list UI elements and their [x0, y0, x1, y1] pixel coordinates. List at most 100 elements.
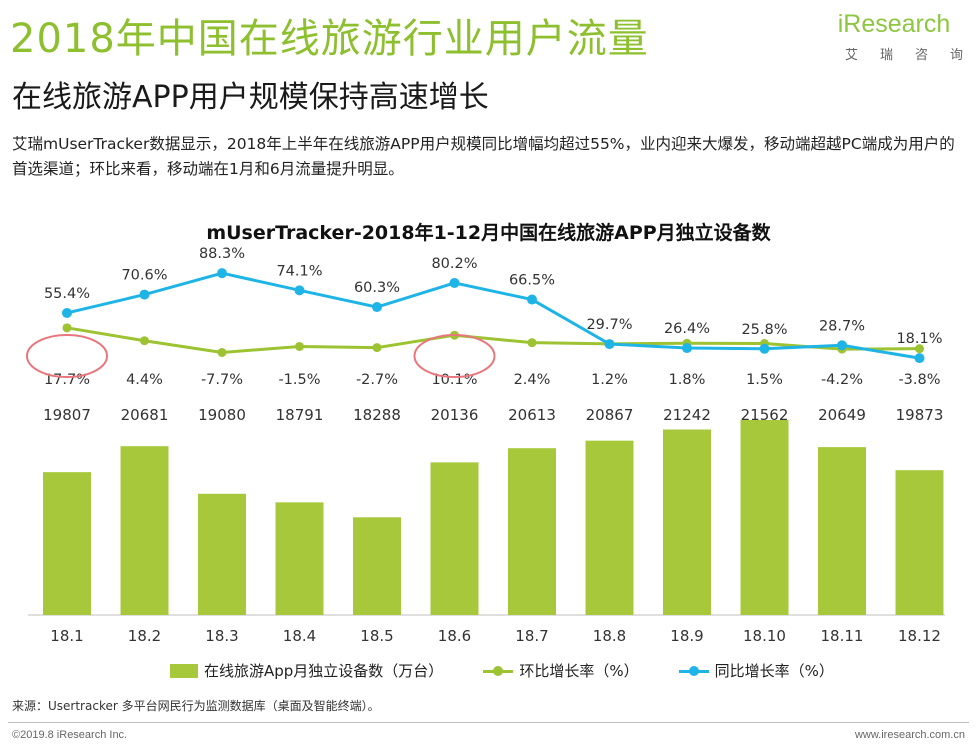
x-tick-18.12: 18.12: [898, 627, 941, 645]
yoy-point-18.12: [914, 353, 925, 364]
yoy-label-18.1: 55.4%: [44, 286, 90, 302]
chart-title: mUserTracker-2018年1-12月中国在线旅游APP月独立设备数: [206, 222, 771, 244]
mom-label-18.2: 4.4%: [126, 372, 163, 388]
yoy-label-18.9: 26.4%: [664, 321, 710, 337]
yoy-point-18.11: [837, 340, 847, 351]
logo-brand: iResearch: [837, 10, 951, 38]
bar-label-18.1: 19807: [43, 406, 91, 424]
mom-point-18.5: [372, 343, 382, 353]
bar-18.1: [43, 472, 91, 615]
yoy-point-18.2: [139, 289, 150, 300]
yoy-point-18.6: [449, 277, 460, 288]
yoy-label-18.2: 70.6%: [121, 268, 167, 284]
legend-item-devices: 在线旅游App月独立设备数（万台）: [170, 660, 443, 681]
iresearch-logo: iResearch 艾瑞咨询: [823, 10, 965, 63]
legend-label-devices: 在线旅游App月独立设备数（万台）: [204, 662, 444, 680]
yoy-point-18.10: [759, 343, 770, 354]
mom-label-18.4: -1.5%: [278, 372, 320, 388]
yoy-point-18.3: [217, 268, 227, 279]
yoy-point-18.9: [682, 343, 692, 354]
copyright-text: ©2019.8 iResearch Inc.: [12, 729, 128, 741]
chart-legend: 在线旅游App月独立设备数（万台） 环比增长率（%） 同比增长率（%）: [170, 660, 874, 681]
bar-label-18.4: 18791: [276, 406, 324, 424]
legend-swatch-yoy-line: [678, 664, 709, 678]
legend-label-mom: 环比增长率（%）: [519, 662, 639, 680]
legend-swatch-bar: [170, 663, 198, 678]
mom-label-18.3: -7.7%: [201, 372, 243, 388]
x-tick-18.9: 18.9: [670, 627, 703, 645]
mom-label-18.8: 1.2%: [591, 372, 628, 388]
bar-18.10: [740, 420, 789, 615]
yoy-point-18.8: [604, 339, 615, 350]
bar-label-18.10: 21562: [741, 406, 789, 424]
mom-point-18.7: [527, 338, 537, 348]
x-tick-18.1: 18.1: [50, 627, 83, 645]
page-subtitle: 在线旅游APP用户规模保持高速增长: [12, 80, 489, 115]
bar-18.7: [508, 448, 556, 615]
bar-label-18.11: 20649: [818, 406, 866, 424]
mom-point-18.2: [140, 336, 149, 346]
highlight-circle-18.6: [413, 334, 496, 378]
bar-18.12: [895, 470, 944, 615]
x-tick-18.11: 18.11: [821, 627, 864, 645]
yoy-label-18.3: 88.3%: [199, 246, 245, 262]
mom-label-18.7: 2.4%: [514, 372, 551, 388]
page-title: 2018年中国在线旅游行业用户流量: [10, 16, 649, 62]
yoy-point-18.4: [294, 285, 305, 296]
x-tick-18.10: 18.10: [743, 627, 786, 645]
bar-18.6: [430, 462, 479, 615]
footer-divider: [8, 722, 969, 723]
yoy-point-18.7: [527, 294, 537, 305]
bar-18.2: [120, 446, 169, 615]
x-tick-18.3: 18.3: [205, 627, 238, 645]
highlight-circle-18.1: [26, 334, 108, 378]
x-tick-18.6: 18.6: [438, 627, 471, 645]
legend-item-yoy: 同比增长率（%）: [678, 660, 834, 681]
bar-18.8: [585, 440, 634, 615]
bar-label-18.5: 18288: [353, 406, 401, 424]
bar-label-18.3: 19080: [198, 406, 246, 424]
source-note: 来源：Usertracker 多平台网民行为监测数据库（桌面及智能终端）。: [12, 699, 380, 713]
legend-label-yoy: 同比增长率（%）: [714, 662, 834, 680]
yoy-label-18.4: 74.1%: [276, 263, 322, 279]
bar-label-18.2: 20681: [121, 406, 169, 424]
bar-18.11: [818, 447, 866, 615]
mom-label-18.12: -3.8%: [898, 372, 940, 388]
bar-18.4: [275, 502, 324, 615]
mom-label-18.5: -2.7%: [356, 372, 398, 388]
yoy-label-18.7: 66.5%: [509, 273, 555, 289]
legend-swatch-mom-line: [483, 664, 514, 678]
x-tick-18.2: 18.2: [128, 627, 161, 645]
bar-18.9: [663, 429, 711, 615]
logo-subtitle: 艾瑞咨询: [845, 48, 977, 63]
yoy-label-18.11: 28.7%: [819, 318, 865, 334]
bar-label-18.9: 21242: [663, 406, 711, 424]
mom-point-18.3: [217, 347, 227, 357]
yoy-label-18.8: 29.7%: [586, 317, 632, 333]
bar-label-18.6: 20136: [431, 406, 479, 424]
x-tick-18.8: 18.8: [593, 627, 626, 645]
x-tick-18.7: 18.7: [515, 627, 548, 645]
yoy-label-18.5: 60.3%: [354, 280, 400, 296]
description-text: 艾瑞mUserTracker数据显示，2018年上半年在线旅游APP用户规模同比…: [12, 135, 955, 178]
yoy-point-18.5: [372, 302, 382, 313]
mom-point-18.12: [915, 344, 924, 354]
mom-line: [66, 326, 920, 354]
legend-item-mom: 环比增长率（%）: [483, 660, 639, 681]
yoy-point-18.1: [62, 307, 72, 318]
mom-point-18.1: [62, 323, 72, 333]
mom-label-18.10: 1.5%: [746, 372, 783, 388]
x-tick-18.4: 18.4: [283, 627, 316, 645]
mom-point-18.4: [295, 341, 304, 351]
bar-label-18.8: 20867: [586, 406, 634, 424]
x-tick-18.5: 18.5: [360, 627, 393, 645]
website-link[interactable]: www.iresearch.com.cn: [854, 729, 965, 741]
bar-18.3: [198, 493, 246, 615]
bar-label-18.7: 20613: [508, 406, 556, 424]
yoy-label-18.10: 25.8%: [741, 322, 787, 338]
mom-label-18.11: -4.2%: [821, 372, 863, 388]
bar-18.5: [353, 517, 401, 615]
yoy-label-18.6: 80.2%: [431, 256, 477, 272]
bar-label-18.12: 19873: [896, 406, 944, 424]
